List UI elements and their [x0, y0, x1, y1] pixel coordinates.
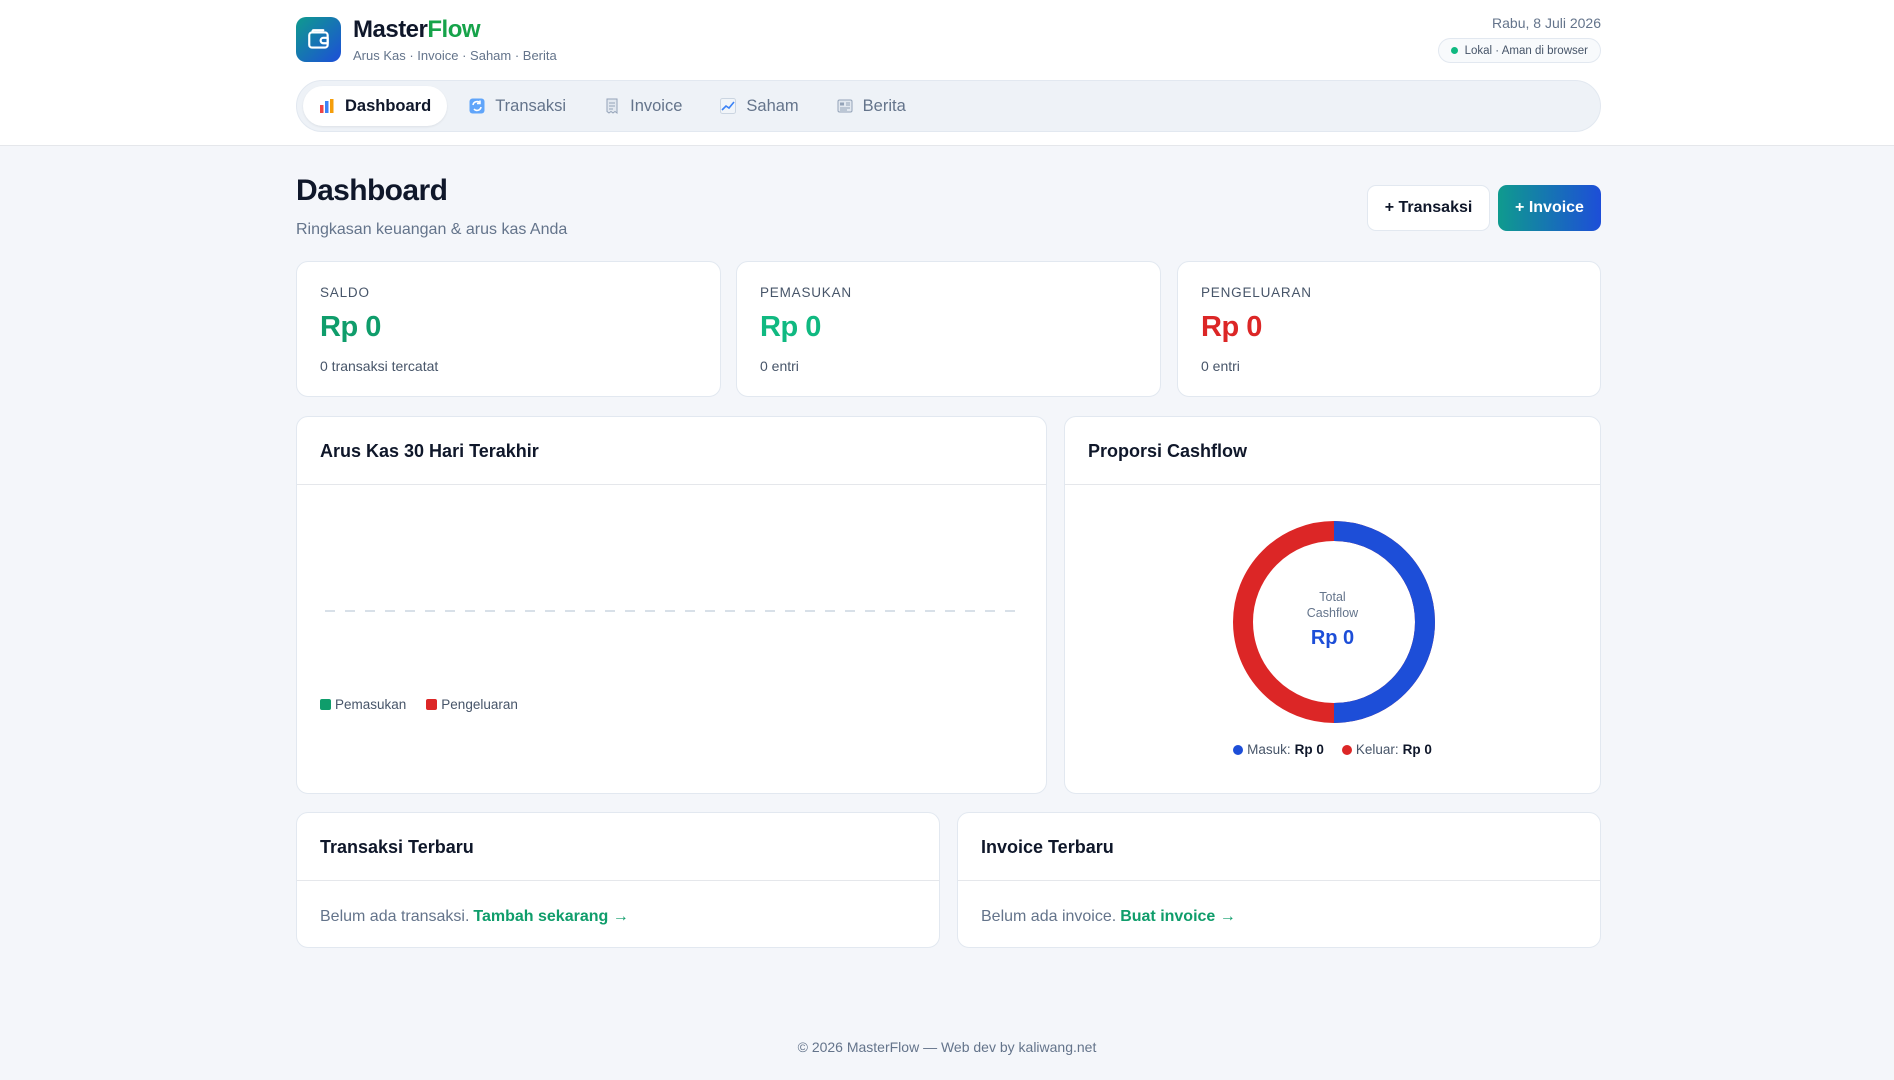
- tab-transaksi[interactable]: Transaksi: [453, 86, 582, 126]
- cashflow-chart-card: Arus Kas 30 Hari Terakhir Pemasukan Peng…: [296, 416, 1047, 794]
- stat-value: Rp 0: [320, 311, 381, 343]
- add-transaction-link[interactable]: Tambah sekarang →: [473, 908, 629, 925]
- add-invoice-button[interactable]: + Invoice: [1498, 185, 1601, 231]
- stat-value: Rp 0: [1201, 311, 1262, 343]
- status-badge: Lokal · Aman di browser: [1437, 38, 1601, 63]
- legend-swatch: [426, 699, 438, 710]
- empty-state: Belum ada invoice. Buat invoice →: [981, 908, 1236, 925]
- card-title: Proporsi Cashflow: [1088, 441, 1248, 461]
- stat-card-pemasukan: PEMASUKAN Rp 0 0 entri: [736, 261, 1161, 397]
- stat-label: PENGELUARAN: [1201, 285, 1312, 300]
- current-date: Rabu, 8 Juli 2026: [1492, 15, 1601, 31]
- tab-berita[interactable]: Berita: [821, 86, 922, 126]
- status-dot-icon: [1450, 47, 1458, 54]
- donut-segment-masuk: [1333, 521, 1435, 723]
- divider: [297, 880, 939, 881]
- chart-up-icon: [720, 98, 737, 114]
- legend-dot-icon: [1341, 744, 1352, 755]
- refresh-icon: [469, 98, 485, 114]
- chart-legend: Pemasukan Pengeluaran: [320, 697, 538, 712]
- stat-card-saldo: SALDO Rp 0 0 transaksi tercatat: [296, 261, 721, 397]
- donut-legend: Masuk: Rp 0 Keluar: Rp 0: [1065, 742, 1600, 757]
- card-title: Transaksi Terbaru: [320, 837, 474, 857]
- tab-dashboard[interactable]: Dashboard: [303, 86, 448, 126]
- empty-state: Belum ada transaksi. Tambah sekarang →: [320, 908, 629, 925]
- brand[interactable]: MasterFlow Arus Kas · Invoice · Saham · …: [296, 16, 557, 63]
- main-nav: Dashboard Transaksi Invoice Saham Berita: [296, 80, 1601, 132]
- divider: [1065, 484, 1600, 485]
- divider: [958, 880, 1600, 881]
- stat-note: 0 transaksi tercatat: [320, 358, 439, 374]
- donut-center-label: Cashflow: [1306, 606, 1359, 620]
- app-name: MasterFlow: [353, 16, 481, 43]
- stat-value: Rp 0: [760, 311, 821, 343]
- stat-card-pengeluaran: PENGELUARAN Rp 0 0 entri: [1177, 261, 1601, 397]
- newspaper-icon: [837, 98, 853, 114]
- donut-center-value: Rp 0: [1310, 627, 1355, 649]
- legend-item-masuk: Masuk: Rp 0: [1233, 742, 1324, 757]
- legend-swatch: [320, 699, 331, 710]
- stat-note: 0 entri: [1201, 358, 1240, 374]
- page-title: Dashboard: [296, 174, 448, 207]
- donut-center: Total Cashflow Rp 0: [1065, 589, 1600, 650]
- recent-invoices-card: Invoice Terbaru Belum ada invoice. Buat i…: [957, 812, 1601, 948]
- recent-transactions-card: Transaksi Terbaru Belum ada transaksi. Ta…: [296, 812, 940, 948]
- cashflow-donut: [1233, 521, 1435, 723]
- add-transaction-button[interactable]: + Transaksi: [1367, 185, 1490, 231]
- tab-saham[interactable]: Saham: [704, 86, 814, 126]
- bar-chart-icon: [319, 98, 335, 114]
- card-title: Arus Kas 30 Hari Terakhir: [320, 441, 539, 461]
- legend-item-keluar: Keluar: Rp 0: [1341, 742, 1432, 757]
- tab-invoice[interactable]: Invoice: [588, 86, 698, 126]
- divider: [297, 484, 1046, 485]
- page-subtitle: Ringkasan keuangan & arus kas Anda: [296, 221, 568, 238]
- footer: © 2026 MasterFlow — Web dev by kaliwang.…: [797, 1039, 1097, 1055]
- stat-label: SALDO: [320, 285, 370, 300]
- wallet-icon: [296, 17, 341, 62]
- legend-item-pemasukan[interactable]: Pemasukan: [320, 697, 406, 712]
- app-subtitle: Arus Kas · Invoice · Saham · Berita: [353, 48, 557, 63]
- stat-label: PEMASUKAN: [760, 285, 852, 300]
- top-bar: MasterFlow Arus Kas · Invoice · Saham · …: [0, 0, 1894, 146]
- create-invoice-link[interactable]: Buat invoice →: [1120, 908, 1236, 925]
- card-title: Invoice Terbaru: [981, 837, 1114, 857]
- legend-item-pengeluaran[interactable]: Pengeluaran: [426, 697, 518, 712]
- donut-center-label: Total: [1319, 590, 1346, 604]
- receipt-icon: [604, 98, 620, 114]
- legend-dot-icon: [1233, 744, 1244, 755]
- cashflow-chart: [325, 610, 1019, 612]
- stat-note: 0 entri: [760, 358, 799, 374]
- proportion-card: Proporsi Cashflow Total Cashflow Rp 0 Ma…: [1064, 416, 1601, 794]
